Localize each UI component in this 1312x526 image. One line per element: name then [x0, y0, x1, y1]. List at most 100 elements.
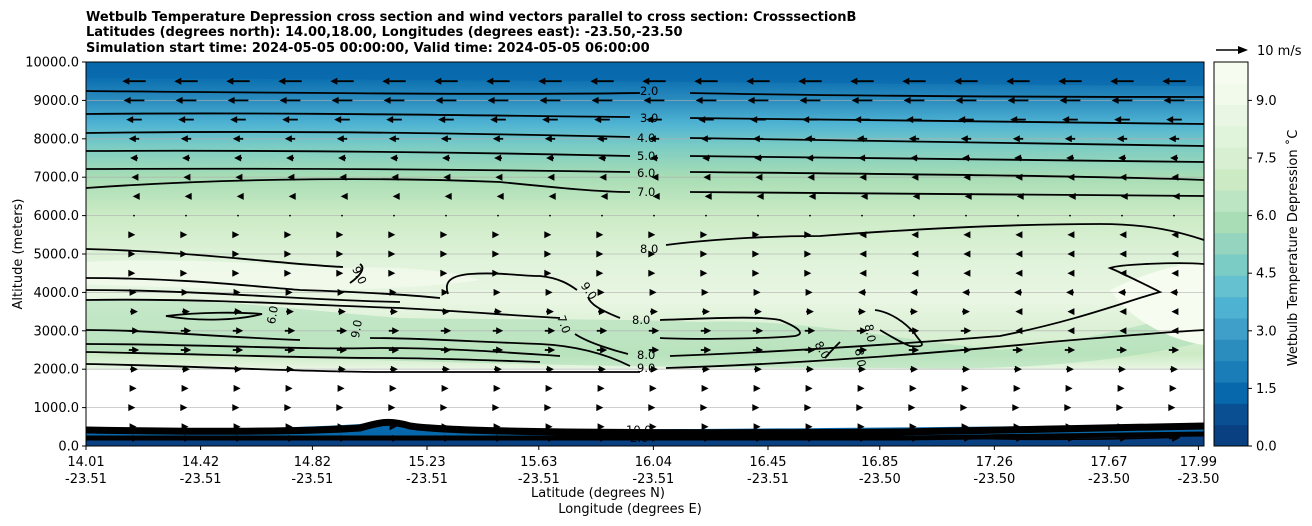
wind-vector — [705, 214, 707, 217]
wind-vector-head — [806, 154, 814, 162]
wind-vector-head — [492, 269, 500, 277]
wind-vector-head — [226, 77, 234, 85]
wind-vector-head — [652, 434, 660, 442]
wind-vector — [601, 214, 603, 217]
wind-vector-head — [440, 231, 448, 239]
wind-vector — [393, 214, 395, 217]
wind-vector-head — [860, 327, 868, 335]
wind-vector-head — [756, 192, 764, 200]
wind-vector-head — [383, 96, 391, 104]
wind-vector-head — [1117, 423, 1125, 431]
wind-vector-head — [122, 77, 130, 85]
wind-vector-head — [442, 365, 450, 373]
colorbar-segment — [1214, 83, 1248, 106]
wind-vector — [1173, 214, 1175, 217]
wind-vector-head — [597, 423, 605, 431]
wind-vector-head — [804, 135, 812, 143]
wind-vector-head — [963, 231, 971, 239]
wind-vector-head — [547, 173, 555, 181]
contour-6 — [86, 167, 1204, 181]
wind-vector-head — [1015, 308, 1023, 316]
wind-vector-head — [1066, 365, 1074, 373]
wind-vector-head — [912, 327, 920, 335]
wind-vector — [133, 214, 135, 217]
wind-vector-head — [648, 231, 656, 239]
wind-vector-head — [808, 434, 816, 442]
contour-label: 2.0 — [630, 431, 648, 445]
wind-vector-head — [1120, 434, 1128, 442]
wind-vector-head — [284, 404, 292, 412]
wind-vector-head — [182, 365, 190, 373]
wind-vector-head — [1064, 404, 1072, 412]
y-tick-label: 8000.0 — [34, 132, 80, 147]
colorbar-segment — [1214, 147, 1248, 170]
wind-vector-head — [805, 288, 813, 296]
wind-vector-head — [752, 135, 760, 143]
wind-vector-head — [284, 231, 292, 239]
colorbar-segment — [1214, 403, 1248, 426]
wind-vector-head — [652, 346, 660, 354]
wind-vector-head — [336, 404, 344, 412]
wind-vector-head — [494, 154, 502, 162]
wind-vector-head — [1169, 423, 1177, 431]
wind-vector-head — [495, 173, 503, 181]
contour-6-loop — [165, 311, 263, 321]
wind-vector-head — [1119, 327, 1127, 335]
wind-vector-head — [1170, 288, 1178, 296]
wind-vector-head — [650, 154, 658, 162]
wind-vector-field — [122, 77, 1186, 442]
wind-vector-head — [597, 288, 605, 296]
wind-vector-head — [337, 423, 345, 431]
wind-vector-head — [233, 288, 241, 296]
wind-vector-head — [911, 173, 919, 181]
y-axis-label: Altitude (meters) — [11, 199, 26, 310]
wind-vector-head — [651, 173, 659, 181]
wind-vector-head — [1015, 231, 1023, 239]
wind-vector-head — [954, 77, 962, 85]
wind-vector-head — [860, 192, 868, 200]
wind-vector-head — [1014, 288, 1022, 296]
wind-vector-head — [545, 384, 553, 392]
chart-title-line-1: Wetbulb Temperature Depression cross sec… — [86, 10, 856, 25]
wind-vector — [1069, 214, 1071, 217]
wind-vector-head — [1168, 135, 1176, 143]
wind-vector-head — [1016, 346, 1024, 354]
wind-vector-head — [338, 308, 346, 316]
wind-vector-head — [545, 288, 553, 296]
wind-vector-head — [1062, 116, 1070, 124]
wind-vector-head — [390, 154, 398, 162]
contour-label: 8.0 — [862, 323, 879, 343]
wind-vector-head — [1067, 269, 1075, 277]
wind-vector-head — [486, 77, 494, 85]
wind-vector-head — [755, 173, 763, 181]
wind-vector — [1121, 214, 1123, 217]
wind-vector-head — [859, 269, 867, 277]
colorbar-segment — [1214, 104, 1248, 127]
y-tick-label: 2000.0 — [34, 363, 80, 378]
wind-vector — [653, 214, 655, 217]
contour-lines — [86, 90, 1204, 442]
wind-vector-head — [1116, 135, 1124, 143]
wind-vector-head — [392, 192, 400, 200]
wind-vector-head — [441, 288, 449, 296]
wind-vector-head — [1111, 96, 1119, 104]
contour-label: 2.0 — [640, 84, 658, 98]
wind-vector-head — [230, 116, 238, 124]
x-tick-label-lat: 17.26 — [976, 455, 1013, 470]
chart-title-line-2: Latitudes (degrees north): 14.00,18.00, … — [86, 25, 683, 40]
wind-vector-head — [1119, 269, 1127, 277]
upper-dry-band — [86, 62, 1204, 86]
wind-vector-head — [182, 308, 190, 316]
wind-vector-head — [286, 308, 294, 316]
wind-vector-head — [184, 192, 192, 200]
wind-vector-head — [695, 96, 703, 104]
wind-vector-head — [1013, 423, 1021, 431]
wind-vector-head — [544, 404, 552, 412]
wind-vector-head — [909, 423, 917, 431]
wind-vector-head — [496, 192, 504, 200]
x-tick-label-lon: -23.51 — [632, 472, 674, 487]
wind-vector-head — [285, 384, 293, 392]
wind-vector-head — [704, 346, 712, 354]
wind-vector-head — [1066, 154, 1074, 162]
wind-vector-head — [756, 327, 764, 335]
